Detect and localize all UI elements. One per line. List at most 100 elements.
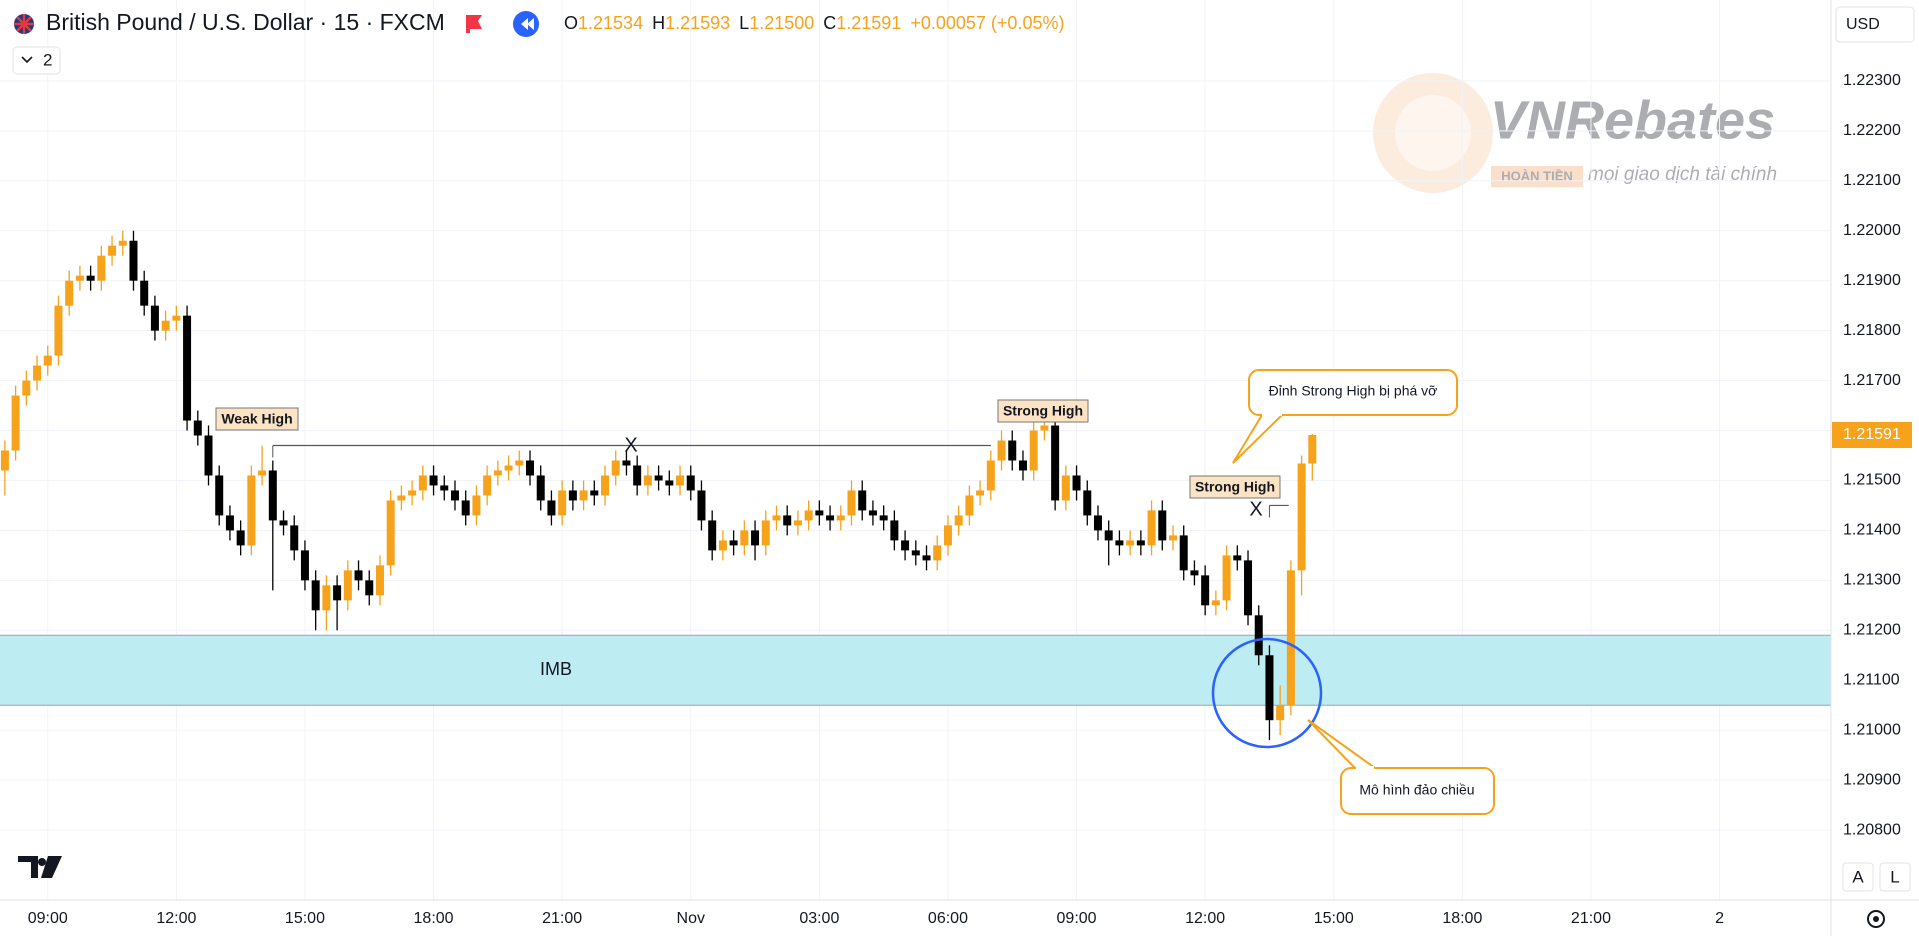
candle-body (1083, 490, 1092, 516)
x-tick-label: 21:00 (542, 910, 582, 927)
last-price-label: 1.21591 (1843, 426, 1901, 443)
watermark: VNRebates HOÀN TIỀN mọi giao dịch tài ch… (1373, 73, 1777, 193)
symbol-title: British Pound / U.S. Dollar · 15 · FXCM (46, 9, 445, 35)
candle-body (547, 500, 556, 516)
candle-body (601, 475, 610, 496)
candle-body (922, 555, 931, 561)
candle-body (1297, 463, 1306, 571)
candle-body (536, 475, 545, 501)
candle-body (879, 515, 888, 521)
candle-body (1008, 440, 1017, 461)
indicators-toggle[interactable] (12, 46, 61, 75)
candle-body (108, 245, 117, 256)
candle-body (161, 320, 170, 331)
currency-button[interactable] (1835, 6, 1915, 43)
candle-body (1136, 540, 1145, 546)
candle-body (1168, 535, 1177, 541)
candle-body (333, 585, 342, 601)
candle-body (1104, 530, 1113, 541)
candle-body (611, 460, 620, 476)
candle-body (54, 305, 63, 356)
candle-body (322, 585, 331, 611)
candle-body (1061, 475, 1070, 501)
candle-body (1254, 615, 1263, 656)
candle-body (65, 280, 74, 306)
tv-logo[interactable] (18, 856, 62, 878)
candle-body (1222, 555, 1231, 601)
x-tick-label: 12:00 (156, 910, 196, 927)
candle-body (290, 525, 299, 551)
indicator-count: 2 (43, 50, 52, 69)
candle-body (300, 550, 309, 581)
candle-body (386, 500, 395, 566)
callout-box (1248, 369, 1458, 416)
candle-body (590, 490, 599, 496)
candle-body (622, 460, 631, 466)
candle-body (279, 520, 288, 526)
candle-body (804, 510, 813, 521)
candle-body (718, 540, 727, 551)
flag-icon[interactable] (466, 15, 482, 33)
y-tick-label: 1.22100 (1843, 172, 1901, 189)
y-tick-label: 1.21900 (1843, 272, 1901, 289)
candle-body (847, 490, 856, 516)
ohlc-change: +0.00057 (+0.05%) (910, 13, 1064, 33)
x-tick-label: 15:00 (285, 910, 325, 927)
candle-body (483, 475, 492, 496)
settings-icon (1873, 916, 1879, 922)
watermark-logo-inner (1395, 95, 1471, 171)
candle-body (86, 275, 95, 281)
candle-body (1190, 570, 1199, 576)
ohlc-key: C (823, 13, 836, 33)
candle-body (1265, 655, 1274, 721)
candle-body (183, 315, 192, 421)
candle-body (22, 380, 31, 396)
candle-body (172, 315, 181, 321)
tv-logo-dot (38, 858, 46, 866)
callout-pointer (1307, 719, 1376, 769)
candle-body (11, 395, 20, 451)
header: British Pound / U.S. Dollar · 15 · FXCM … (12, 6, 1915, 75)
candle-body (440, 485, 449, 491)
last-price-box (1832, 422, 1912, 449)
candle-body (258, 470, 267, 476)
settings-button[interactable] (1867, 910, 1885, 928)
candle-body (515, 460, 524, 466)
candle-body (418, 475, 427, 491)
watermark-logo (1373, 73, 1493, 193)
candle-body (1276, 705, 1285, 721)
candle-body (665, 480, 674, 486)
candle-body (568, 490, 577, 501)
candle-body (1018, 460, 1027, 471)
candle-body (1201, 575, 1210, 606)
log-scale-label: L (1890, 867, 1899, 886)
x-tick-label: 03:00 (799, 910, 839, 927)
watermark-badge: HOÀN TIỀN (1501, 168, 1573, 183)
candle-body (0, 450, 9, 471)
log-scale-button[interactable] (1879, 862, 1911, 892)
candle-body (1093, 515, 1102, 531)
candle-body (943, 525, 952, 546)
candle-body (33, 365, 42, 381)
label-box (215, 407, 299, 431)
candle-body (997, 440, 1006, 461)
x-tick-label: 15:00 (1314, 910, 1354, 927)
candle-body (729, 540, 738, 546)
candle-body (826, 515, 835, 521)
strong-high-label: Strong High (1195, 479, 1275, 495)
label-box (997, 399, 1089, 423)
candle-body (225, 515, 234, 531)
candle-body (1244, 560, 1253, 616)
callout-joint (1356, 766, 1374, 770)
candle-body (890, 520, 899, 541)
y-tick-label: 1.21000 (1843, 721, 1901, 738)
candle-body (1158, 510, 1167, 541)
candle-body (429, 475, 438, 486)
x-tick-label: 18:00 (414, 910, 454, 927)
candle-body (1126, 540, 1135, 546)
auto-scale-button[interactable] (1842, 862, 1874, 892)
candle-body (365, 580, 374, 596)
candle-body (965, 495, 974, 516)
candle-body (976, 490, 985, 496)
